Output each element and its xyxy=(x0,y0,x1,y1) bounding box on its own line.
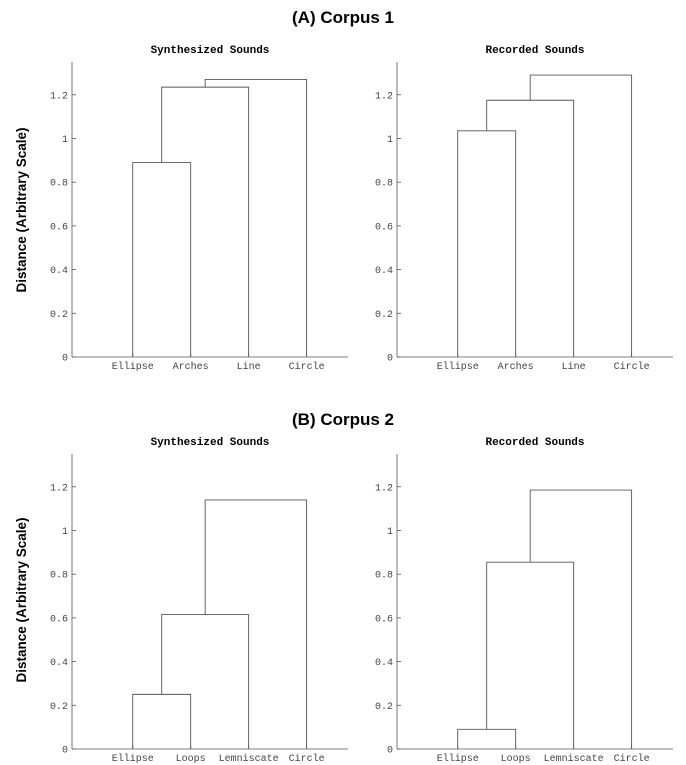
y-tick-label: 1 xyxy=(62,135,68,146)
y-tick-label: 0.2 xyxy=(50,310,68,321)
y-tick-label: 0.6 xyxy=(50,222,68,233)
leaf-label-loops: Loops xyxy=(176,754,206,765)
section-title-corpus-1: (A) Corpus 1 xyxy=(292,8,394,27)
dendrogram-link-0 xyxy=(132,693,192,749)
panel-title: Synthesized Sounds xyxy=(151,437,270,449)
dendrogram-link-2 xyxy=(529,489,633,749)
section-ylabel-corpus-2: Distance (Arbitrary Scale) xyxy=(14,517,29,682)
y-tick-label: 0 xyxy=(62,746,68,757)
y-tick-label: 1 xyxy=(387,135,393,146)
y-tick-label: 0.4 xyxy=(375,266,393,277)
y-tick-label: 1.2 xyxy=(375,483,393,494)
panel-title: Synthesized Sounds xyxy=(151,45,270,57)
leaf-label-ellipse: Ellipse xyxy=(437,753,479,765)
y-tick-label: 0.8 xyxy=(50,179,68,190)
y-tick-label: 0.4 xyxy=(50,658,68,669)
panel-corpus-1-synthesized: Synthesized Sounds 0 0.2 0.4 0.6 0.8 1 1.2 Ellip… xyxy=(50,45,348,373)
panel-title: Recorded Sounds xyxy=(485,45,584,57)
dendrogram-link-2 xyxy=(204,499,308,749)
leaf-label-circle: Circle xyxy=(289,361,325,373)
dendrogram-link-1 xyxy=(486,561,575,749)
leaf-label-circle: Circle xyxy=(614,361,650,373)
dendrogram-link-2 xyxy=(529,74,633,357)
leaf-label-arches: Arches xyxy=(498,361,534,373)
dendrogram-link-0 xyxy=(457,130,517,357)
section-ylabel-corpus-1: Distance (Arbitrary Scale) xyxy=(14,127,29,292)
y-tick-label: 1.2 xyxy=(50,483,68,494)
panel-corpus-2-synthesized: Synthesized Sounds 0 0.2 0.4 0.6 0.8 1 1.2 Ellip… xyxy=(50,437,348,765)
leaf-label-lemniscate: Lemniscate xyxy=(544,753,604,765)
leaf-label-ellipse: Ellipse xyxy=(437,361,479,373)
leaf-label-line: Line xyxy=(237,361,261,373)
dendrogram-link-0 xyxy=(457,728,517,749)
dendrogram-link-1 xyxy=(486,99,575,357)
y-tick-label: 0.6 xyxy=(375,222,393,233)
leaf-label-circle: Circle xyxy=(289,753,325,765)
y-tick-label: 0 xyxy=(62,354,68,365)
y-tick-label: 0.8 xyxy=(375,571,393,582)
y-tick-label: 0.2 xyxy=(375,310,393,321)
y-tick-label: 0.8 xyxy=(50,571,68,582)
y-tick-label: 1.2 xyxy=(50,91,68,102)
y-tick-label: 0 xyxy=(387,746,393,757)
y-tick-label: 0.6 xyxy=(375,614,393,625)
leaf-label-ellipse: Ellipse xyxy=(112,753,154,765)
section-title-corpus-2: (B) Corpus 2 xyxy=(292,410,394,429)
leaf-label-circle: Circle xyxy=(614,753,650,765)
y-tick-label: 0.8 xyxy=(375,179,393,190)
panel-corpus-1-recorded: Recorded Sounds 0 0.2 0.4 0.6 0.8 1 1.2 Ellipse A… xyxy=(375,45,673,373)
leaf-label-loops: Loops xyxy=(501,754,531,765)
y-tick-label: 0.6 xyxy=(50,614,68,625)
y-tick-label: 0.4 xyxy=(375,658,393,669)
dendrogram-link-1 xyxy=(161,614,250,749)
y-tick-label: 0.4 xyxy=(50,266,68,277)
panel-title: Recorded Sounds xyxy=(485,437,584,449)
y-tick-label: 1 xyxy=(62,527,68,538)
dendrogram-link-0 xyxy=(132,162,192,357)
y-tick-label: 1 xyxy=(387,527,393,538)
y-tick-label: 0.2 xyxy=(50,702,68,713)
leaf-label-arches: Arches xyxy=(173,361,209,373)
y-tick-label: 1.2 xyxy=(375,91,393,102)
leaf-label-line: Line xyxy=(562,361,586,373)
y-tick-label: 0.2 xyxy=(375,702,393,713)
leaf-label-lemniscate: Lemniscate xyxy=(219,753,279,765)
dendrogram-link-2 xyxy=(204,79,308,357)
dendrogram-link-1 xyxy=(161,86,250,357)
panel-corpus-2-recorded: Recorded Sounds 0 0.2 0.4 0.6 0.8 1 1.2 Ellipse L… xyxy=(375,437,673,765)
y-tick-label: 0 xyxy=(387,354,393,365)
leaf-label-ellipse: Ellipse xyxy=(112,361,154,373)
